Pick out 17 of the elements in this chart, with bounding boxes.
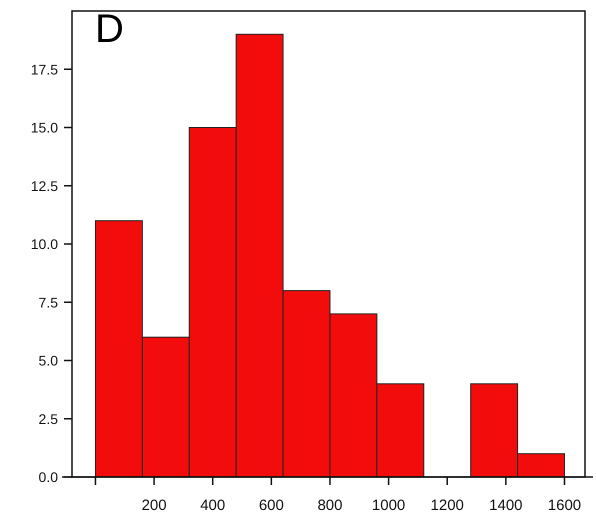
y-tick-label: 5.0 [38,352,58,368]
x-tick-label: 1000 [372,497,406,513]
y-tick-label: 12.5 [30,178,58,194]
x-tick-label: 200 [142,497,167,513]
y-tick-label: 7.5 [38,294,58,310]
x-tick-label: 400 [200,497,226,513]
x-tick-label: 1200 [430,497,464,513]
x-tick-label: 1600 [548,497,582,513]
y-tick-label: 15.0 [30,120,58,136]
x-tick-label: 600 [258,497,284,513]
y-tick-label: 10.0 [30,236,58,252]
y-tick-label: 2.5 [38,410,58,427]
x-tick-label: 1400 [489,497,523,513]
chart-title: D [95,7,124,51]
y-tick-label: 0.0 [38,469,58,485]
y-tick-label: 17.5 [30,61,58,78]
x-tick-label: 800 [317,497,342,513]
